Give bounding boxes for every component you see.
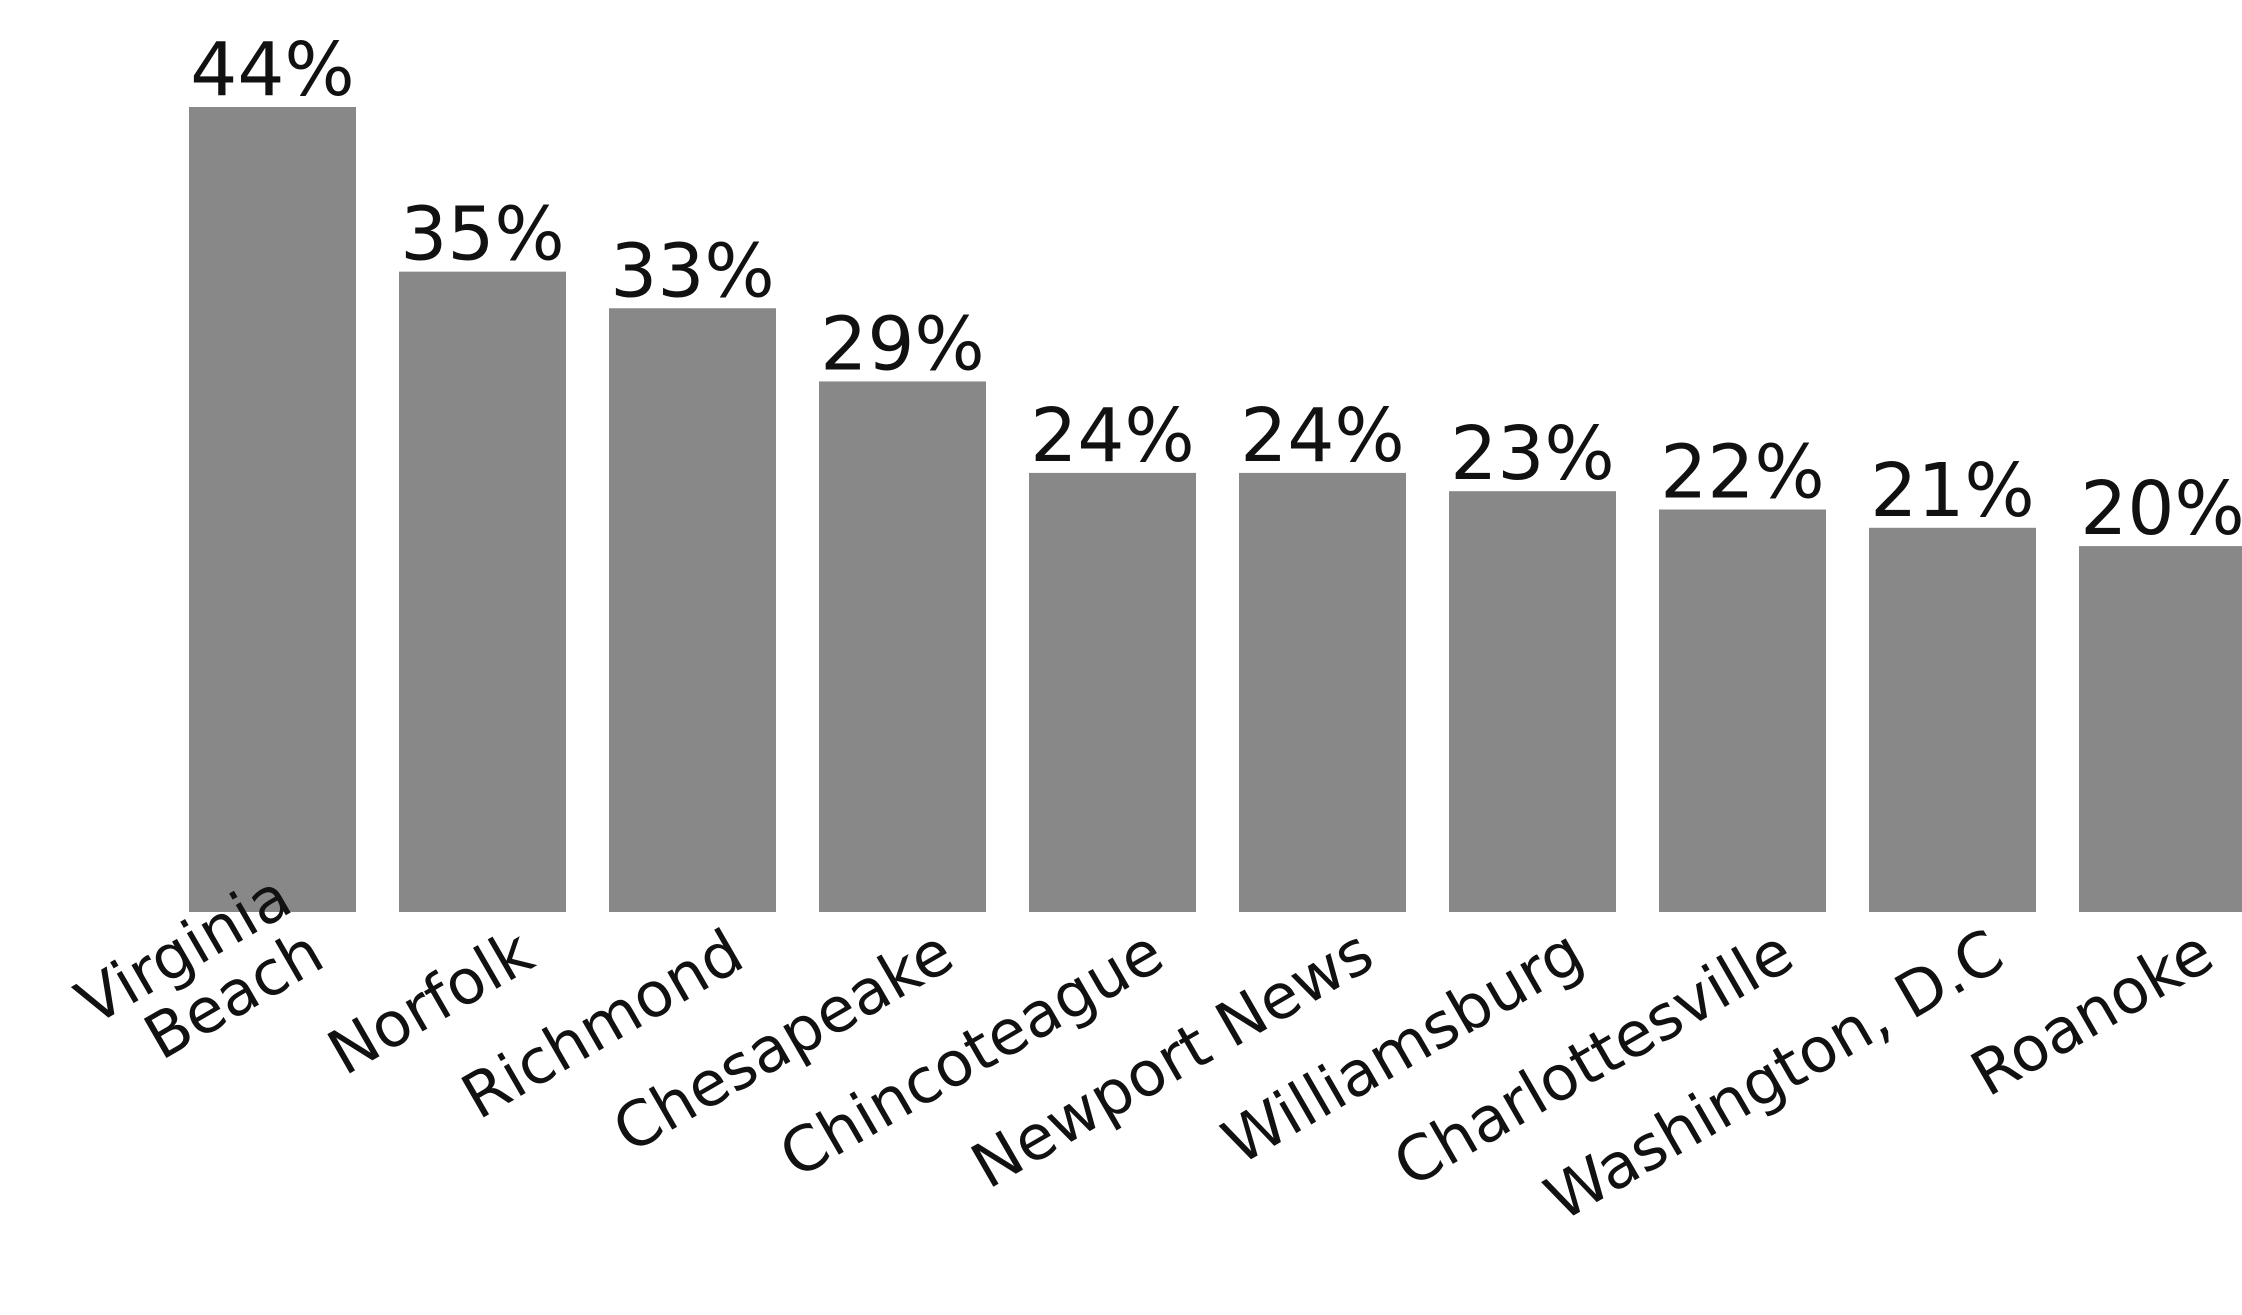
bar bbox=[2079, 546, 2242, 912]
bar bbox=[189, 107, 356, 912]
bar bbox=[1869, 527, 2036, 912]
data-label: 33% bbox=[610, 228, 774, 314]
bar bbox=[609, 308, 776, 912]
bar bbox=[819, 381, 986, 912]
bar bbox=[1239, 472, 1406, 912]
data-label: 22% bbox=[1660, 430, 1824, 516]
data-label: 24% bbox=[1240, 393, 1404, 479]
data-label: 35% bbox=[400, 192, 564, 278]
value-labels-group: 44% 35% 33% 29% 24% 24% 23% 22% 21% 20% bbox=[190, 27, 2242, 552]
data-label: 29% bbox=[820, 301, 984, 387]
bar bbox=[399, 271, 566, 913]
data-label: 24% bbox=[1030, 393, 1194, 479]
data-label: 20% bbox=[2080, 466, 2242, 552]
x-tick-label: Roanoke bbox=[1959, 915, 2225, 1111]
bar bbox=[1029, 472, 1196, 912]
data-label: 21% bbox=[1870, 448, 2034, 534]
bar bbox=[1449, 491, 1616, 912]
category-labels-group: VirginiaBeachNorfolkRichmondChesapeakeCh… bbox=[64, 859, 2225, 1235]
category-label: Roanoke bbox=[1959, 915, 2225, 1111]
bars-group bbox=[189, 107, 2242, 913]
data-label: 44% bbox=[190, 27, 354, 113]
bar bbox=[1659, 509, 1826, 912]
data-label: 23% bbox=[1450, 411, 1614, 497]
